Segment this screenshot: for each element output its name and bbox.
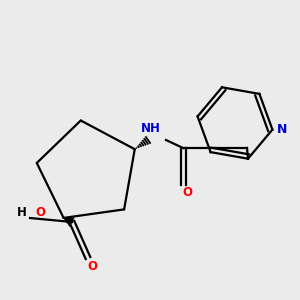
Text: O: O [35,206,45,220]
Polygon shape [64,218,74,226]
Text: NH: NH [141,122,161,134]
Text: H: H [17,206,27,220]
Text: N: N [277,123,288,136]
Text: O: O [182,187,192,200]
Text: O: O [87,260,97,272]
